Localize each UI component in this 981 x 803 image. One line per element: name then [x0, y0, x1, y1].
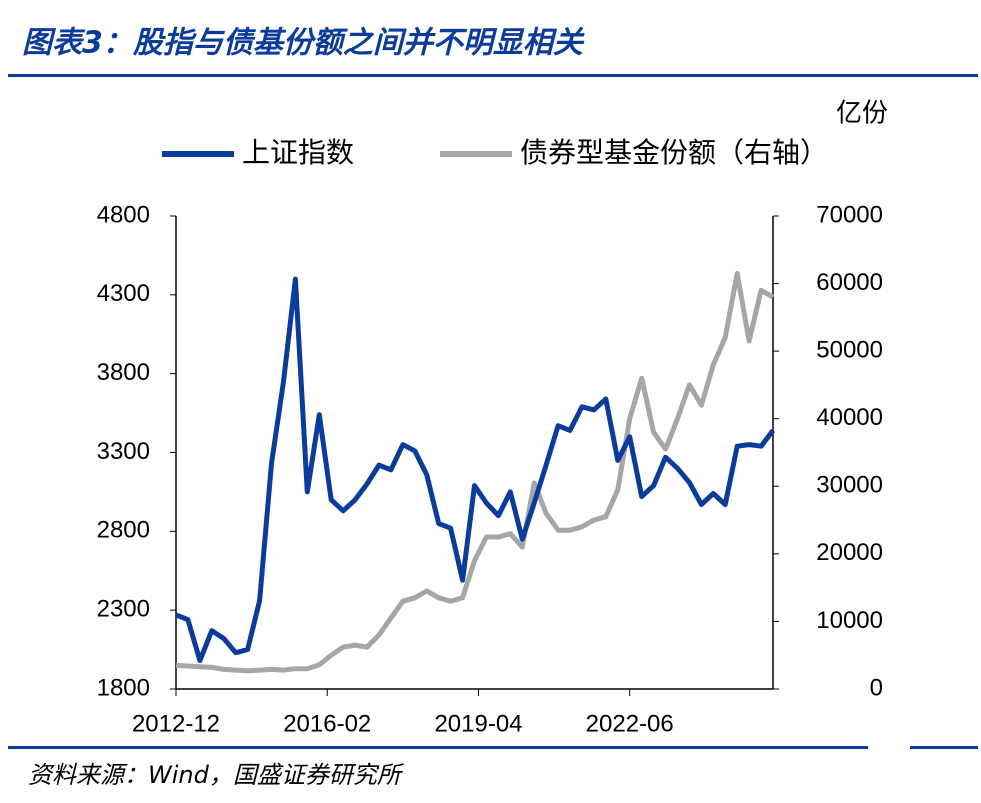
y2-tick-label: 10000 [816, 607, 883, 634]
source-note: 资料来源：Wind，国盛证券研究所 [28, 761, 405, 789]
y-tick-label: 1800 [97, 674, 150, 701]
x-tick-label: 2019-04 [434, 710, 522, 737]
y2-tick-label: 70000 [816, 201, 883, 228]
y2-unit: 亿份 [836, 99, 888, 129]
y2-tick-label: 50000 [816, 336, 883, 363]
y-tick-label: 3800 [97, 359, 150, 386]
legend-label: 上证指数 [242, 136, 354, 169]
series-line [175, 270, 775, 674]
y-tick-label: 4800 [97, 201, 150, 228]
y-tick-label: 4300 [97, 280, 150, 307]
chart-title: 图表3：股指与债基份额之间并不明显相关 [22, 26, 585, 61]
footer-rule [910, 746, 978, 749]
title-rule [8, 74, 978, 77]
y2-tick-label: 40000 [816, 404, 883, 431]
y2-tick-label: 0 [870, 674, 883, 701]
y2-tick-label: 20000 [816, 539, 883, 566]
y-tick-label: 2300 [97, 596, 150, 623]
footer-rule [8, 746, 868, 749]
legend-label: 债券型基金份额（右轴） [520, 136, 828, 169]
x-tick-label: 2022-06 [586, 710, 674, 737]
y2-tick-label: 30000 [816, 472, 883, 499]
series-line [175, 276, 775, 664]
y-tick-label: 2800 [97, 517, 150, 544]
y-tick-label: 3300 [97, 438, 150, 465]
x-tick-label: 2016-02 [283, 710, 371, 737]
y2-tick-label: 60000 [816, 269, 883, 296]
x-tick-label: 2012-12 [132, 710, 220, 737]
